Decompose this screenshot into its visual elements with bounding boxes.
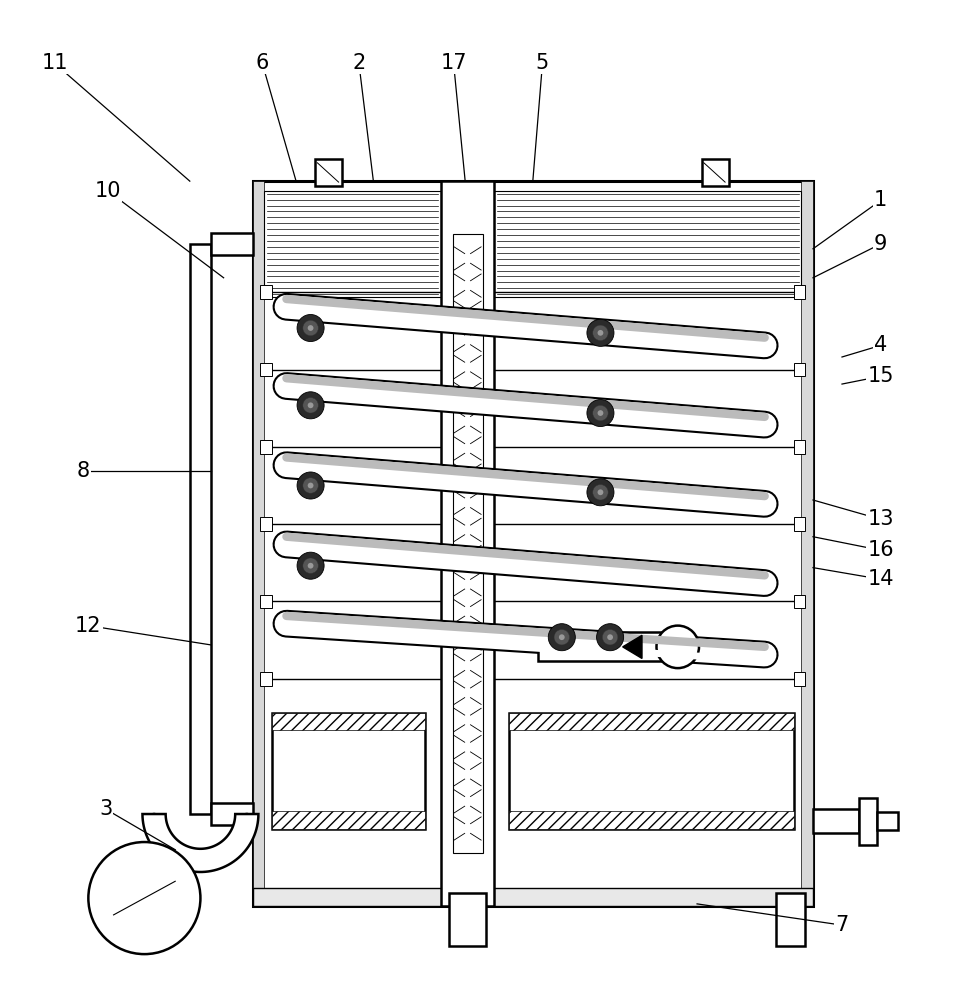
- Bar: [190, 244, 211, 814]
- Circle shape: [88, 842, 201, 954]
- Circle shape: [308, 483, 314, 488]
- Circle shape: [587, 479, 614, 506]
- Text: 5: 5: [536, 53, 549, 73]
- Circle shape: [297, 392, 324, 419]
- Text: 8: 8: [77, 461, 90, 481]
- Circle shape: [593, 485, 609, 500]
- Circle shape: [303, 398, 318, 413]
- Text: 9: 9: [874, 234, 888, 254]
- Text: 6: 6: [256, 53, 269, 73]
- Text: 15: 15: [867, 366, 893, 386]
- Bar: [794, 672, 805, 686]
- Text: 16: 16: [867, 540, 894, 560]
- Text: 14: 14: [867, 569, 893, 589]
- Bar: [776, 893, 805, 946]
- Bar: [794, 285, 805, 299]
- PathPatch shape: [142, 814, 259, 872]
- Circle shape: [593, 325, 609, 341]
- Circle shape: [308, 325, 314, 331]
- Bar: [265, 191, 441, 297]
- Bar: [877, 812, 898, 830]
- Circle shape: [598, 410, 604, 416]
- Circle shape: [297, 552, 324, 579]
- Bar: [509, 713, 794, 730]
- Bar: [794, 440, 805, 454]
- Circle shape: [598, 489, 604, 495]
- Bar: [211, 233, 253, 255]
- Text: 17: 17: [440, 53, 467, 73]
- Text: 1: 1: [874, 190, 888, 210]
- Polygon shape: [623, 635, 642, 658]
- Circle shape: [656, 626, 699, 668]
- Circle shape: [303, 558, 318, 573]
- Text: 13: 13: [867, 509, 893, 529]
- Bar: [272, 713, 424, 829]
- Bar: [702, 159, 729, 186]
- Bar: [261, 595, 272, 608]
- Bar: [509, 811, 794, 829]
- Circle shape: [554, 629, 570, 645]
- Bar: [449, 893, 486, 946]
- Bar: [272, 713, 424, 730]
- Bar: [441, 181, 494, 906]
- Text: 4: 4: [874, 335, 888, 355]
- Circle shape: [297, 314, 324, 342]
- Bar: [272, 811, 424, 829]
- Bar: [261, 363, 272, 376]
- Bar: [261, 285, 272, 299]
- Bar: [860, 798, 877, 845]
- Text: 2: 2: [353, 53, 365, 73]
- Bar: [813, 809, 860, 833]
- Bar: [253, 888, 813, 906]
- Bar: [538, 632, 663, 661]
- Bar: [494, 191, 801, 297]
- Bar: [801, 181, 813, 906]
- Text: 3: 3: [99, 799, 112, 819]
- Circle shape: [598, 330, 604, 336]
- Circle shape: [608, 634, 613, 640]
- Text: 10: 10: [94, 181, 121, 201]
- Circle shape: [303, 320, 318, 336]
- Bar: [261, 517, 272, 531]
- Bar: [794, 595, 805, 608]
- Circle shape: [587, 319, 614, 346]
- Circle shape: [559, 634, 565, 640]
- Text: 7: 7: [835, 915, 849, 935]
- Circle shape: [308, 563, 314, 569]
- Circle shape: [548, 624, 576, 651]
- Bar: [794, 517, 805, 531]
- Bar: [453, 234, 483, 853]
- Bar: [509, 713, 794, 829]
- Text: 12: 12: [76, 616, 102, 636]
- Circle shape: [603, 629, 618, 645]
- Text: 11: 11: [42, 53, 68, 73]
- Bar: [316, 159, 342, 186]
- Circle shape: [303, 478, 318, 493]
- Bar: [261, 440, 272, 454]
- Circle shape: [597, 624, 624, 651]
- Bar: [211, 803, 253, 825]
- Circle shape: [593, 405, 609, 421]
- Circle shape: [308, 402, 314, 408]
- Bar: [253, 181, 813, 906]
- Bar: [794, 363, 805, 376]
- Circle shape: [587, 400, 614, 427]
- Bar: [261, 672, 272, 686]
- Circle shape: [297, 472, 324, 499]
- Bar: [253, 181, 265, 906]
